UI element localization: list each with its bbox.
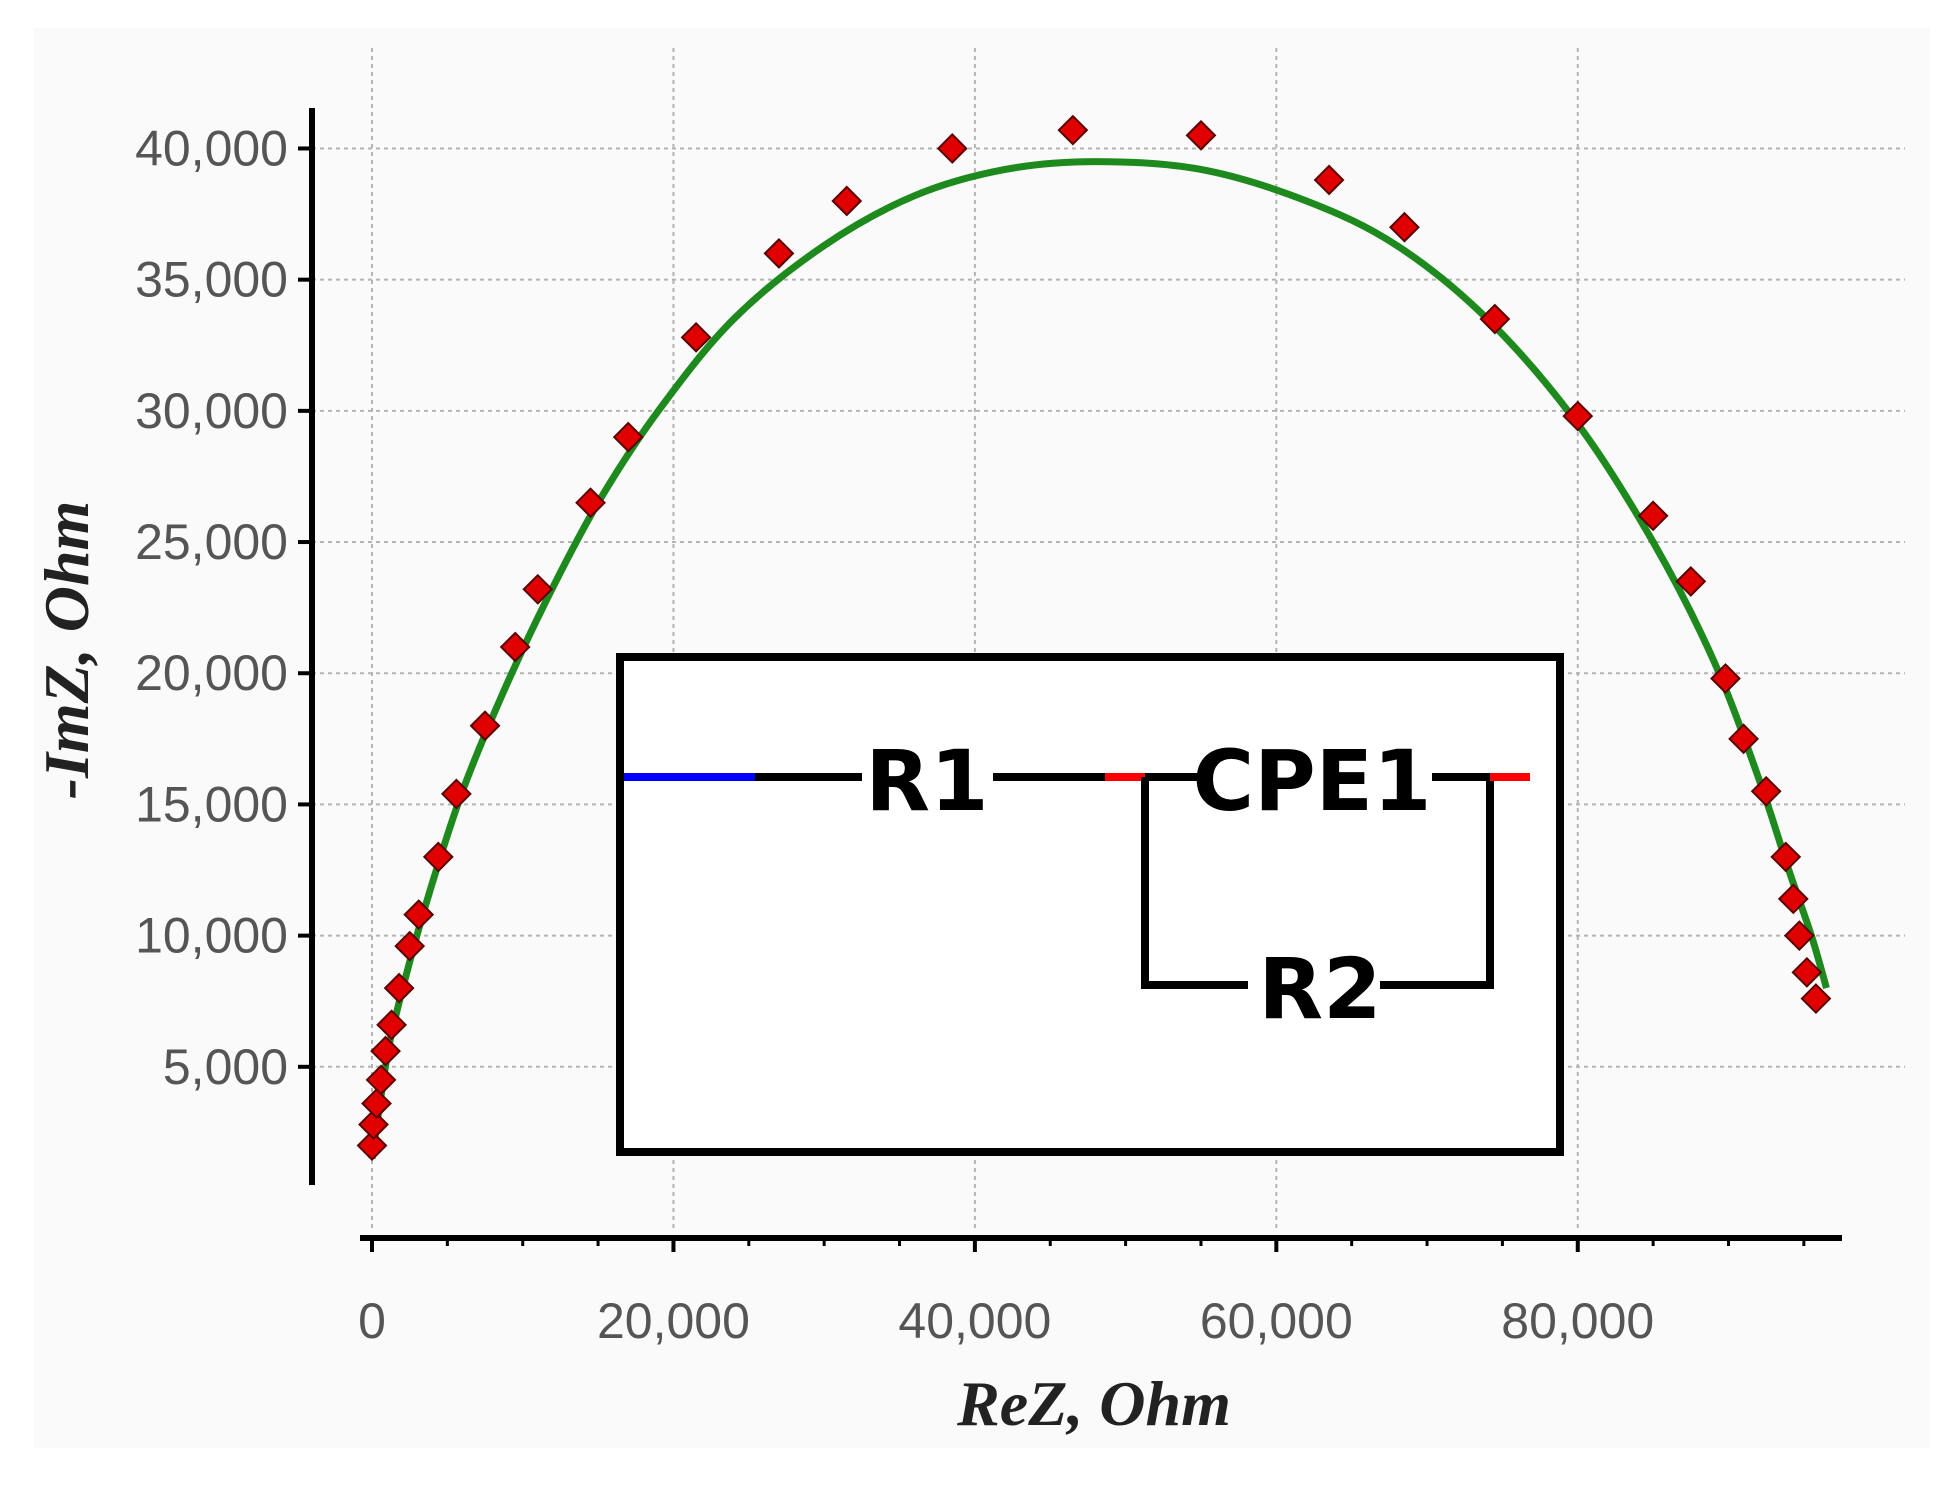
y-tick-label: 20,000: [135, 645, 288, 701]
data-point: [394, 930, 426, 962]
y-axis-title: -ImZ, Ohm: [31, 501, 102, 800]
r1-label: R1: [865, 732, 988, 830]
wire-parallel-right: [1380, 777, 1494, 989]
measured-points-layer: [356, 114, 1832, 1161]
data-point: [440, 778, 472, 810]
fit-curve-layer: [368, 158, 1830, 1160]
data-point: [365, 1064, 397, 1096]
r2-label: R2: [1258, 940, 1381, 1038]
data-point: [1800, 983, 1832, 1015]
data-point: [1313, 164, 1345, 196]
data-point: [356, 1130, 388, 1161]
data-point: [1750, 775, 1782, 807]
data-point: [936, 133, 968, 164]
y-tick-label: 30,000: [135, 383, 288, 439]
fitted-curve: [368, 158, 1830, 1160]
x-tick-label: 0: [358, 1293, 386, 1349]
data-point: [1562, 400, 1594, 432]
y-tick-label: 10,000: [135, 908, 288, 964]
x-tick-label: 20,000: [597, 1293, 750, 1349]
x-axis-title: ReZ, Ohm: [956, 1368, 1231, 1439]
cpe1-label: CPE1: [1192, 732, 1431, 830]
data-point: [370, 1035, 401, 1067]
data-point: [499, 631, 531, 663]
data-point: [1479, 303, 1511, 335]
y-tick-label: 40,000: [135, 120, 288, 176]
data-point: [522, 573, 554, 605]
equivalent-circuit-inset: R1 CPE1 R2: [616, 653, 1564, 1156]
data-point: [763, 238, 795, 269]
data-point: [1675, 565, 1707, 597]
y-tick-label: 25,000: [135, 514, 288, 570]
data-point: [1637, 500, 1669, 532]
data-point: [612, 421, 644, 453]
data-point: [361, 1088, 392, 1119]
data-point: [680, 321, 712, 353]
data-point: [422, 841, 454, 873]
data-point: [1389, 211, 1420, 243]
data-point: [376, 1009, 408, 1041]
data-point: [575, 487, 606, 519]
x-tick-label: 80,000: [1501, 1293, 1654, 1349]
data-point: [1728, 723, 1759, 755]
wire-parallel-left: [1141, 777, 1248, 989]
data-point: [1791, 956, 1823, 988]
x-axis-ticks: 0 20,000 40,000 60,000 80,000: [358, 1238, 1806, 1349]
data-point: [358, 1109, 389, 1140]
y-tick-label: 5,000: [163, 1039, 288, 1095]
y-axis-ticks: 5,000 10,000 15,000 20,000 25,000 30,000 35,00…: [135, 120, 312, 1095]
data-point: [403, 899, 435, 931]
data-point: [831, 185, 863, 217]
y-tick-label: 35,000: [135, 252, 288, 308]
x-tick-label: 60,000: [1200, 1293, 1353, 1349]
data-point: [469, 710, 501, 742]
data-point: [1185, 119, 1217, 151]
data-point: [383, 972, 415, 1004]
y-tick-label: 15,000: [135, 776, 288, 832]
circuit-box: [616, 653, 1564, 1156]
data-point: [1057, 114, 1089, 146]
data-point: [1783, 920, 1815, 952]
data-point: [1710, 663, 1741, 694]
data-point: [1777, 883, 1809, 915]
x-tick-label: 40,000: [898, 1293, 1051, 1349]
data-point: [1770, 841, 1802, 873]
